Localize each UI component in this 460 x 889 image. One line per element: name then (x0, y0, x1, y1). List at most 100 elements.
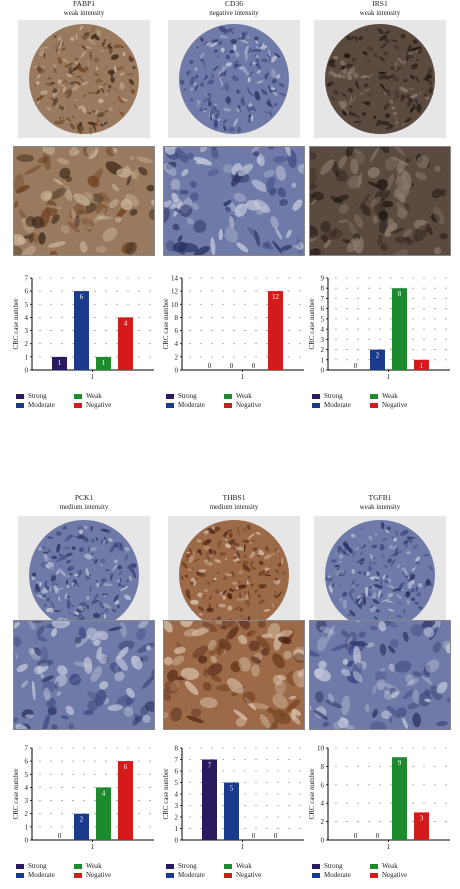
legend-swatch (370, 393, 378, 399)
bar-moderate (74, 291, 89, 370)
legend-item-weak: Weak (224, 862, 252, 870)
y-tick-label: 3 (321, 336, 325, 344)
y-tick-label: 6 (175, 768, 179, 776)
magnified-tissue-image (309, 146, 451, 256)
intensity-label: medium intensity (59, 503, 109, 511)
magnified-tissue-image (13, 620, 155, 730)
legend-item-moderate: Moderate (312, 871, 351, 879)
intensity-label: medium intensity (209, 503, 259, 511)
tissue-core-image (168, 20, 300, 138)
bar-negative (118, 317, 133, 370)
bar-strong (52, 356, 67, 370)
bar-weak (96, 356, 111, 370)
y-tick-label: 5 (175, 779, 179, 787)
y-tick-label: 7 (25, 275, 29, 283)
magnified-tissue-image (163, 146, 305, 256)
y-tick-label: 0 (25, 837, 29, 845)
tissue-core-image (168, 516, 300, 634)
y-tick-label: 0 (321, 367, 325, 375)
bar-weak (392, 288, 407, 370)
bar-chart-cd36: 0 2 4 6 8 10 12 14 CRC case number 0 0 0 12 1 (162, 275, 304, 381)
bar-weak (392, 757, 407, 840)
legend-swatch (74, 863, 82, 869)
bar-strong (202, 759, 217, 840)
panel-tgfb1: TGFB1 weak intensity (306, 466, 454, 886)
intensity-label: weak intensity (63, 9, 105, 17)
bar-value-label: 2 (80, 816, 84, 824)
legend-item-negative: Negative (370, 871, 407, 879)
panel-pck1: PCK1 medium intensity (10, 466, 158, 886)
y-axis-label: CRC case number (308, 768, 316, 820)
y-axis-label: CRC case number (162, 298, 170, 350)
legend-item-strong: Strong (312, 392, 343, 400)
x-tick-label: 1 (241, 843, 245, 851)
y-tick-label: 8 (321, 285, 325, 293)
legend-label: Moderate (28, 871, 55, 879)
legend-swatch (74, 393, 82, 399)
x-tick-label: 1 (387, 373, 391, 381)
x-tick-label: 1 (91, 843, 95, 851)
bar-value-label: 4 (124, 319, 128, 327)
legend-item-weak: Weak (74, 862, 102, 870)
bar-value-label: 3 (420, 814, 424, 822)
y-tick-label: 6 (25, 288, 29, 296)
gene-label: TGFB1 (368, 493, 392, 502)
tissue-core-image (18, 20, 150, 138)
bar-value-label: 1 (420, 362, 424, 370)
legend: Strong Weak Moderate Negative (166, 862, 308, 884)
x-tick-label: 1 (241, 373, 245, 381)
y-tick-label: 0 (175, 367, 179, 375)
bar-value-label: 2 (376, 352, 380, 360)
legend-item-weak: Weak (74, 392, 102, 400)
bar-value-label: 0 (274, 832, 278, 840)
y-tick-label: 7 (25, 745, 29, 753)
y-tick-label: 2 (25, 810, 29, 818)
y-tick-label: 8 (321, 763, 325, 771)
bar-negative (268, 291, 283, 370)
gene-label: PCK1 (74, 493, 94, 502)
bar-chart-irs1: 0 1 2 3 4 5 6 7 8 9 CRC case number 0 2 8 1 1 (308, 275, 450, 381)
y-tick-label: 0 (25, 367, 29, 375)
y-tick-label: 7 (321, 295, 325, 303)
legend-item-moderate: Moderate (166, 871, 205, 879)
legend-item-strong: Strong (16, 392, 47, 400)
legend-swatch (370, 402, 378, 408)
bar-value-label: 4 (102, 789, 106, 797)
bar-value-label: 0 (376, 832, 380, 840)
gene-label: CD36 (225, 0, 243, 8)
legend: Strong Weak Moderate Negative (312, 862, 454, 884)
legend-label: Strong (178, 862, 197, 870)
legend-item-strong: Strong (16, 862, 47, 870)
legend-swatch (166, 402, 174, 408)
bar-value-label: 0 (252, 362, 256, 370)
y-tick-label: 3 (25, 797, 29, 805)
legend: Strong Weak Moderate Negative (166, 392, 308, 414)
bar-negative (414, 812, 429, 840)
y-tick-label: 2 (175, 814, 179, 822)
legend-label: Moderate (324, 401, 351, 409)
grid (39, 277, 151, 371)
legend: Strong Weak Moderate Negative (312, 392, 454, 414)
legend-item-weak: Weak (224, 392, 252, 400)
legend-swatch (370, 872, 378, 878)
bar-value-label: 0 (58, 832, 62, 840)
legend-label: Weak (86, 862, 102, 870)
y-tick-label: 8 (175, 314, 179, 322)
grid (335, 747, 447, 841)
legend-item-strong: Strong (166, 862, 197, 870)
bar-weak (96, 787, 111, 840)
panel-thbs1: THBS1 medium intensity (160, 466, 308, 886)
legend-item-negative: Negative (370, 401, 407, 409)
tissue-core-image (314, 516, 446, 634)
legend-swatch (312, 872, 320, 878)
bar-chart-fabp1: 0 1 2 3 4 5 6 7 CRC case number 1 6 1 4 1 (12, 275, 154, 381)
y-tick-label: 2 (321, 346, 325, 354)
legend-swatch (370, 863, 378, 869)
tissue-core-image (18, 516, 150, 634)
legend-item-strong: Strong (312, 862, 343, 870)
magnified-tissue-image (309, 620, 451, 730)
legend-label: Negative (236, 871, 262, 879)
y-tick-label: 6 (321, 305, 325, 313)
legend-swatch (166, 863, 174, 869)
